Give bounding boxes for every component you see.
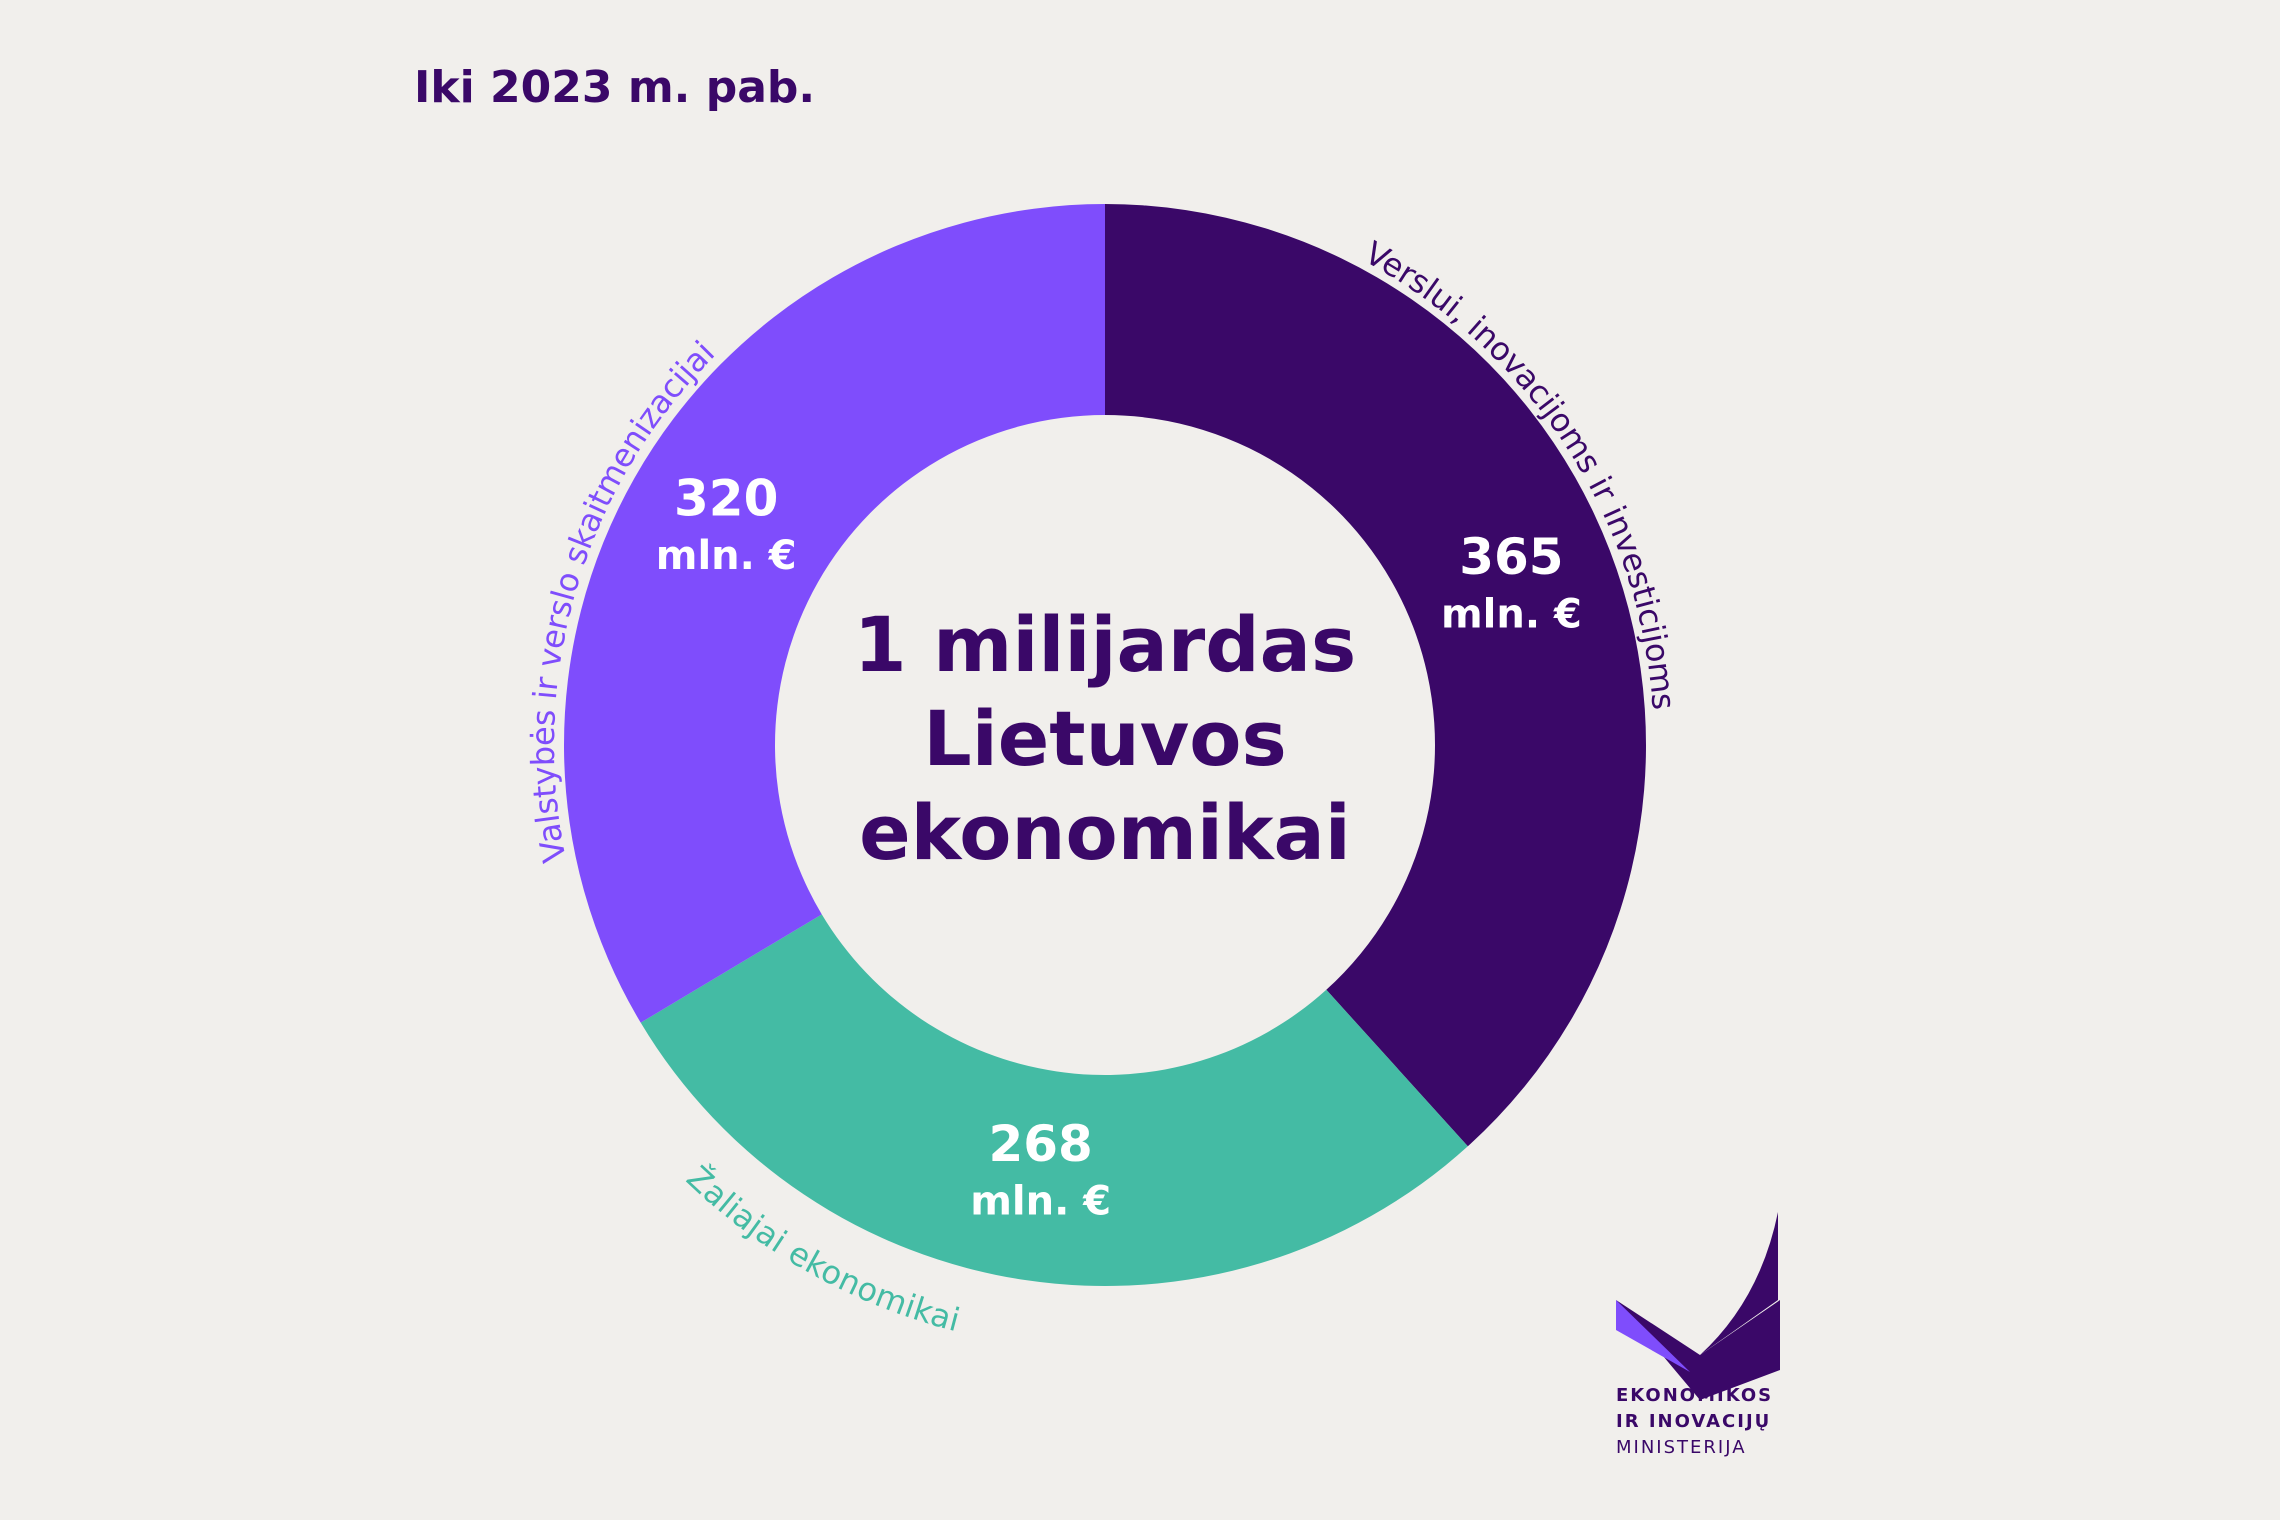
logo-text: EKONOMIKOS [1616,1385,1773,1406]
logo-mark [1616,1300,1690,1372]
logo [1616,1212,1780,1400]
value-unit: mln. € [970,1179,1111,1225]
center-text: 1 milijardas [854,600,1356,689]
donut-segment [1105,204,1647,1147]
value-label: 268 [988,1115,1092,1173]
value-label: 365 [1459,528,1563,586]
value-label: 320 [674,470,778,528]
center-text: Lietuvos [923,694,1286,783]
logo-text: MINISTERIJA [1616,1437,1747,1458]
logo-text: IR INOVACIJŲ [1616,1411,1771,1432]
logo-mark [1616,1300,1780,1400]
value-unit: mln. € [656,533,797,579]
chart-title: Iki 2023 m. pab. [414,62,815,113]
center-text: ekonomikai [859,788,1351,877]
logo-mark [1700,1212,1778,1355]
donut-segment [564,204,1105,1023]
value-unit: mln. € [1441,592,1582,638]
donut-segment [640,914,1468,1286]
